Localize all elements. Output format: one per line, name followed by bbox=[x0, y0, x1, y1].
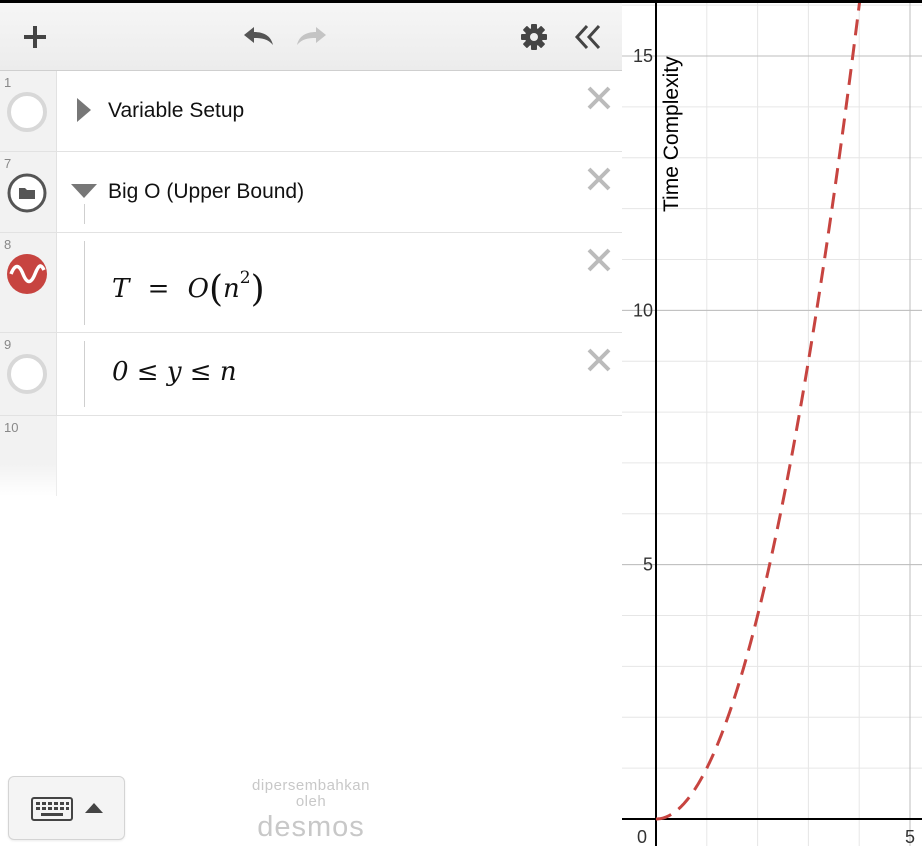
hidden-toggle-icon[interactable] bbox=[6, 91, 48, 133]
gear-icon bbox=[521, 24, 547, 50]
close-icon[interactable] bbox=[586, 247, 612, 273]
caret-down-icon[interactable] bbox=[71, 184, 97, 198]
math-base: n bbox=[223, 274, 240, 304]
row-content[interactable]: Variable Setup bbox=[57, 71, 622, 151]
add-item-button[interactable] bbox=[18, 21, 52, 53]
caret-up-icon bbox=[85, 803, 103, 813]
math-function: O bbox=[187, 274, 209, 304]
row-index: 7 bbox=[4, 156, 12, 171]
row-gutter: 10 bbox=[0, 416, 57, 496]
y-tick-label-5: 5 bbox=[643, 555, 653, 575]
graph-canvas[interactable]: 15 10 5 0 5 Time Complexity bbox=[622, 0, 922, 846]
graph-style-icon[interactable] bbox=[6, 253, 48, 295]
row-index: 9 bbox=[4, 337, 12, 352]
undo-icon bbox=[244, 27, 273, 45]
powered-line-1: dipersembahkan bbox=[252, 777, 370, 794]
folder-indent-line bbox=[84, 341, 85, 407]
plus-icon bbox=[24, 26, 46, 48]
math-expression[interactable]: 0 ≤ y ≤ n bbox=[112, 357, 237, 387]
top-border bbox=[0, 0, 922, 3]
row-content[interactable]: 0 ≤ y ≤ n bbox=[57, 333, 622, 415]
row-gutter: 9 bbox=[0, 333, 57, 415]
settings-button[interactable] bbox=[518, 21, 550, 53]
row-content[interactable]: T = O(n2) bbox=[57, 233, 622, 332]
folder-icon[interactable] bbox=[6, 172, 48, 214]
hidden-toggle-icon[interactable] bbox=[6, 353, 48, 395]
folder-title[interactable]: Big O (Upper Bound) bbox=[108, 180, 305, 203]
redo-icon bbox=[297, 27, 326, 45]
math-paren-open: ( bbox=[209, 269, 224, 310]
close-icon[interactable] bbox=[586, 85, 612, 111]
x-tick-label-0: 0 bbox=[637, 827, 647, 846]
curve-t-equals-n-squared[interactable] bbox=[655, 0, 866, 821]
undo-button[interactable] bbox=[238, 21, 278, 53]
expression-row-inequality[interactable]: 9 0 ≤ y ≤ n bbox=[0, 333, 622, 416]
math-lhs: T bbox=[112, 274, 130, 304]
powered-by-desmos[interactable]: dipersembahkan oleh desmos bbox=[222, 777, 400, 843]
collapse-panel-button[interactable] bbox=[570, 21, 606, 53]
close-icon[interactable] bbox=[586, 347, 612, 373]
row-gutter: 7 bbox=[0, 152, 57, 232]
row-gutter: 8 bbox=[0, 233, 57, 332]
math-expression[interactable]: T = O(n2) bbox=[112, 265, 265, 310]
y-axis-label: Time Complexity bbox=[660, 56, 683, 212]
folder-title[interactable]: Variable Setup bbox=[108, 99, 245, 122]
expression-toolbar bbox=[0, 3, 622, 71]
expression-row-empty[interactable]: 10 bbox=[0, 416, 622, 496]
row-gutter: 1 bbox=[0, 71, 57, 151]
expression-row-big-o[interactable]: 7 Big O (Upper Bound) bbox=[0, 152, 622, 233]
y-tick-label-10: 10 bbox=[633, 300, 653, 320]
caret-right-icon[interactable] bbox=[77, 98, 91, 122]
row-index: 8 bbox=[4, 237, 12, 252]
close-icon[interactable] bbox=[586, 166, 612, 192]
redo-button[interactable] bbox=[292, 21, 332, 53]
folder-indent-line bbox=[84, 241, 85, 325]
folder-indent-line bbox=[84, 204, 85, 224]
math-paren-close: ) bbox=[250, 269, 265, 310]
double-chevron-left-icon bbox=[574, 24, 601, 50]
expression-panel: 1 Variable Setup 7 bbox=[0, 3, 622, 846]
keyboard-toggle-button[interactable] bbox=[8, 776, 125, 840]
row-index: 1 bbox=[4, 75, 12, 90]
powered-line-2: oleh bbox=[295, 793, 327, 810]
expression-row-t-equals-o[interactable]: 8 T = O(n2) bbox=[0, 233, 622, 333]
y-tick-label-15: 15 bbox=[633, 46, 653, 66]
row-index: 10 bbox=[4, 420, 19, 435]
expression-list: 1 Variable Setup 7 bbox=[0, 71, 622, 496]
math-exponent: 2 bbox=[239, 268, 251, 288]
row-content[interactable]: Big O (Upper Bound) bbox=[57, 152, 622, 232]
keyboard-icon bbox=[31, 797, 73, 821]
x-tick-label-5: 5 bbox=[905, 827, 915, 846]
expression-row-variable-setup[interactable]: 1 Variable Setup bbox=[0, 71, 622, 152]
desmos-logo: desmos bbox=[257, 811, 365, 843]
math-equals: = bbox=[147, 274, 170, 304]
